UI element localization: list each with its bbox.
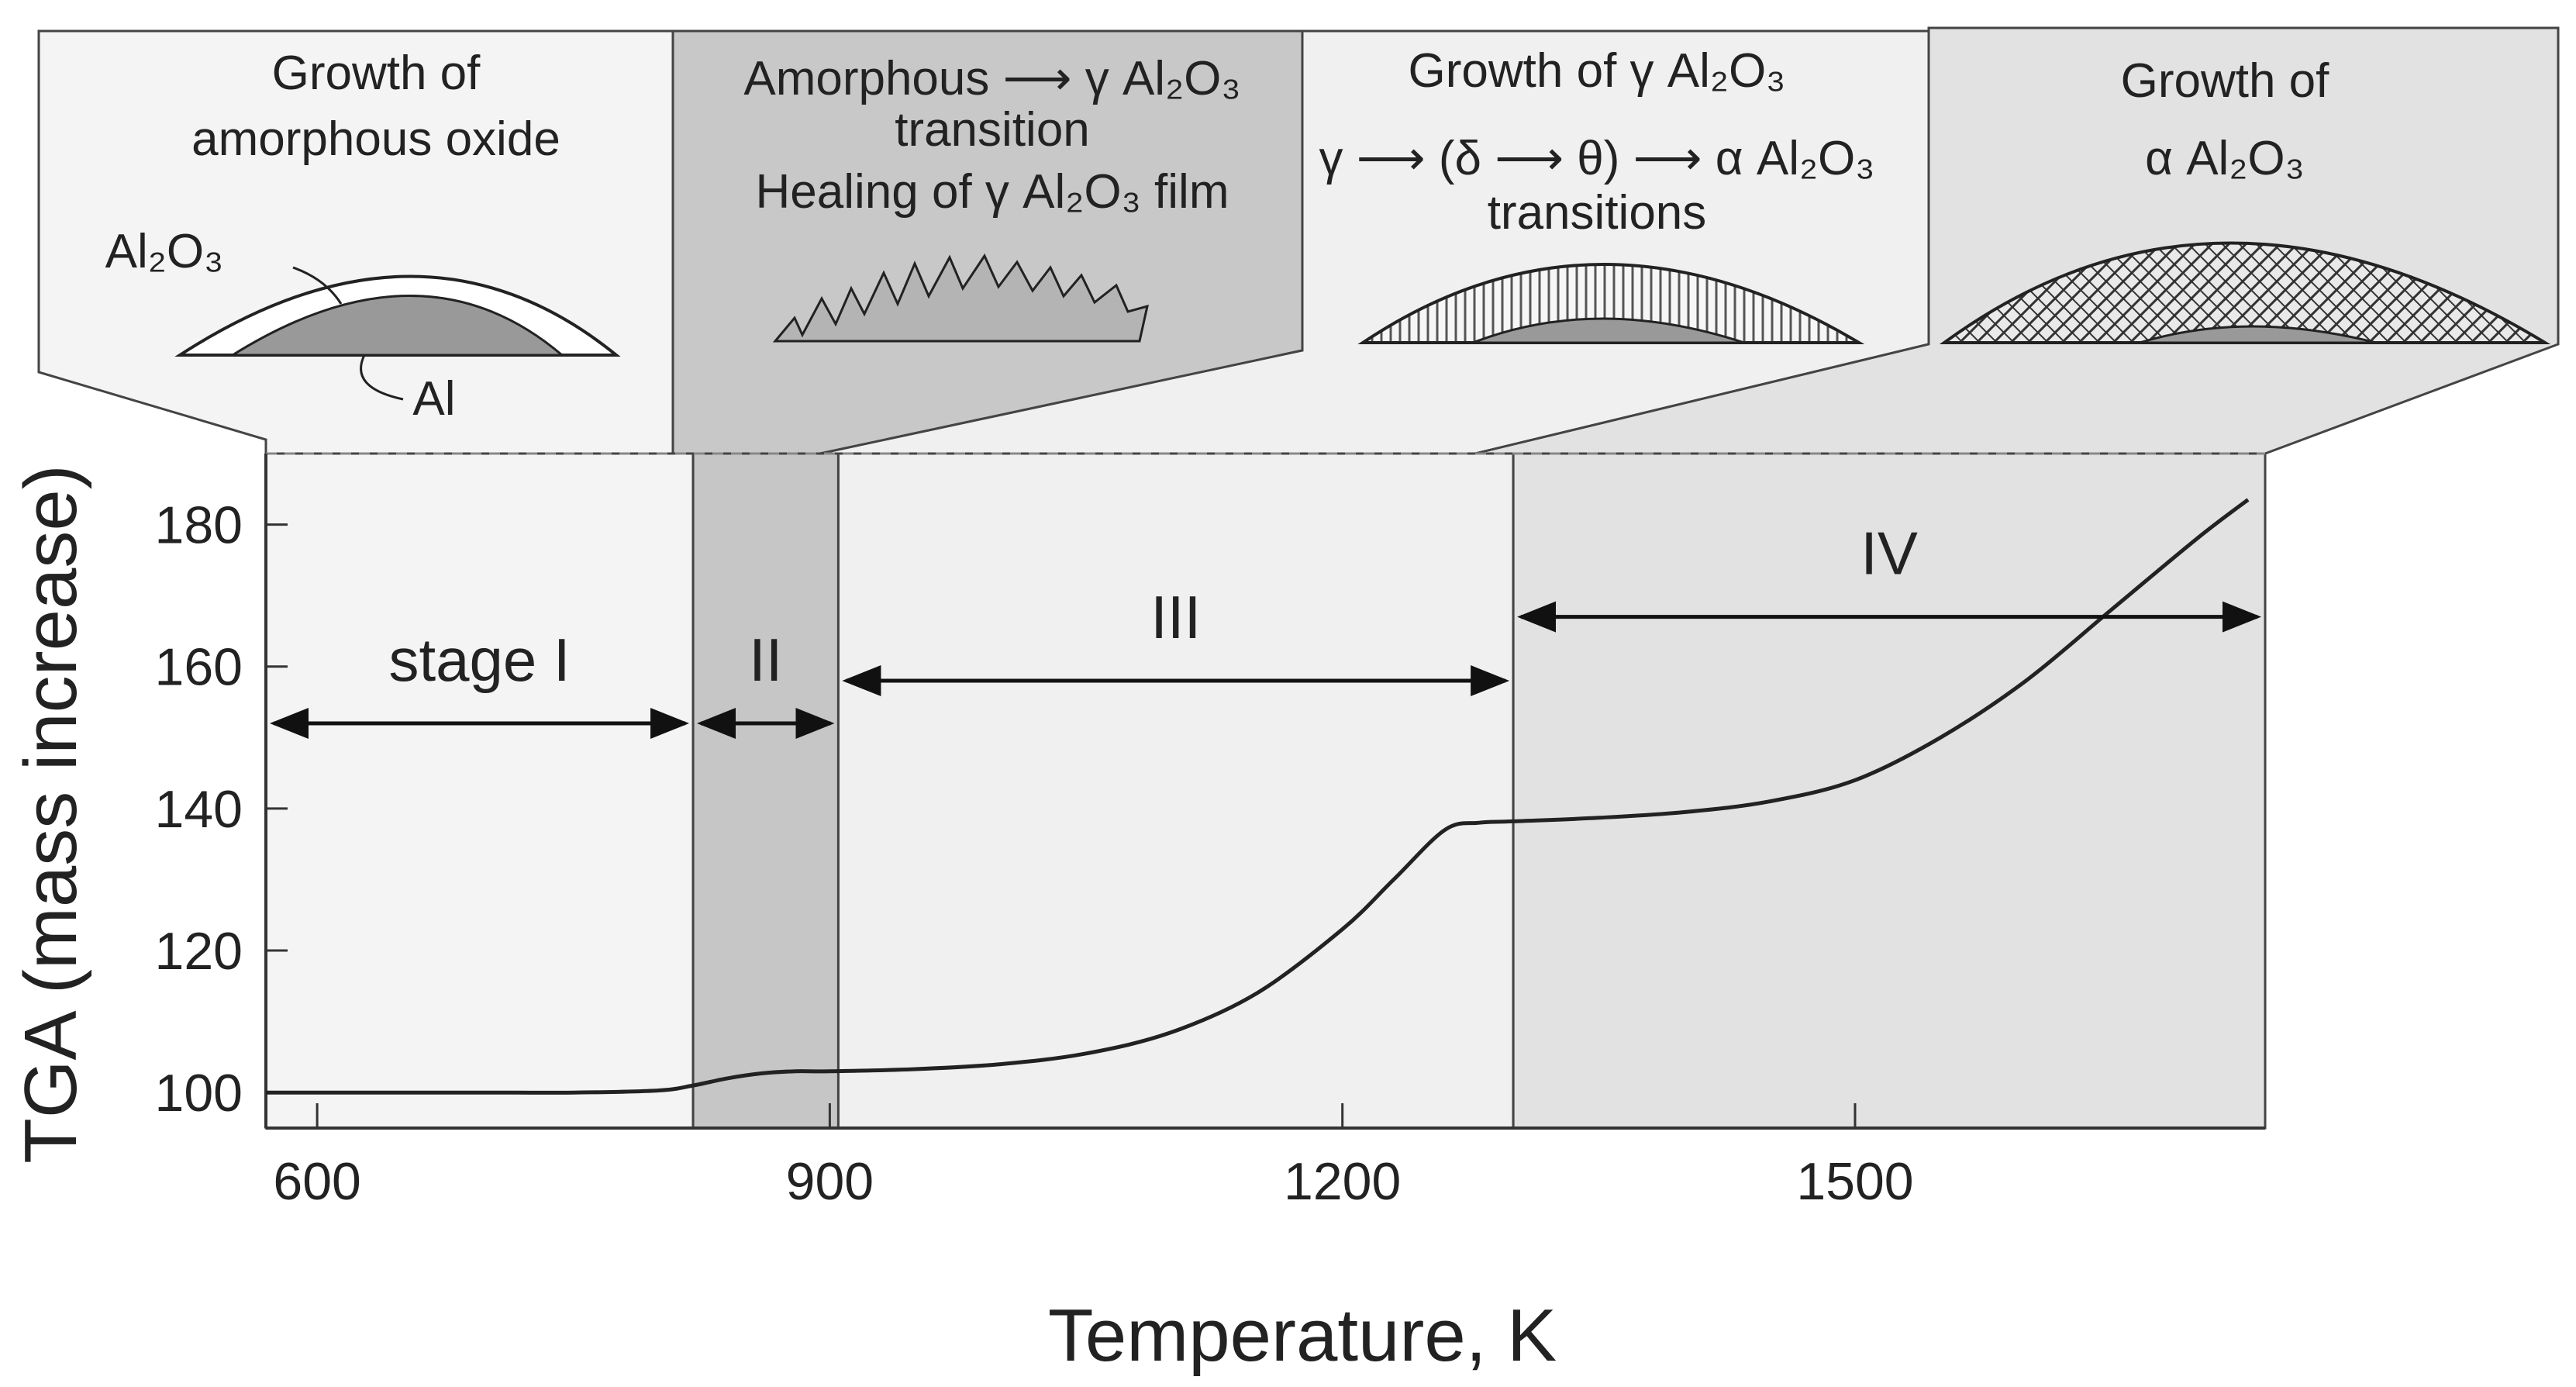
- stage-III-header-line-2: γ ⟶ (δ ⟶ θ) ⟶ α Al₂O₃: [1319, 132, 1874, 185]
- stage-II-header-line-1: Amorphous ⟶ γ Al₂O₃: [743, 52, 1240, 105]
- stage-label-4: IV: [1860, 519, 1918, 588]
- x-tick-label: 900: [786, 1152, 874, 1211]
- aluminum-core: [2139, 325, 2377, 344]
- stage-I-header-line-1: Growth of: [272, 47, 481, 100]
- oxide-pointer: [292, 266, 343, 305]
- y-tick-label: 160: [155, 638, 243, 697]
- stage-label-3: III: [1150, 583, 1201, 651]
- metal-pointer: [360, 354, 404, 401]
- stage-band-2: [691, 452, 840, 1130]
- tick-labels: 600 900 1200 1500 100 120 140 160 180: [155, 496, 1914, 1211]
- stage-II-illustration: [772, 253, 1150, 343]
- y-tick-label: 180: [155, 496, 243, 555]
- stage-IV-illustration: [1939, 241, 2551, 344]
- stage-II-header-line-2: transition: [895, 103, 1090, 157]
- stage-III-illustration: [1357, 263, 1865, 344]
- x-axis-label: Temperature, K: [1048, 1294, 1557, 1377]
- stage-band-3: [836, 452, 1515, 1130]
- oxide-label: Al₂O₃: [105, 225, 224, 278]
- y-axis-label: TGA (mass increase): [9, 464, 92, 1164]
- stage-I-illustration: [174, 266, 621, 401]
- x-tick-label: 1200: [1284, 1152, 1401, 1211]
- stage-label-1: stage I: [388, 626, 570, 694]
- metal-label: Al: [412, 372, 455, 426]
- aluminum-core: [1472, 317, 1745, 344]
- gamma-crystallites: [772, 253, 1150, 343]
- gamma-alumina-shell: [1357, 263, 1865, 344]
- stage-III-header-line-3: transitions: [1488, 186, 1707, 240]
- y-tick-label: 140: [155, 780, 243, 839]
- stage-III-header-line-1: Growth of γ Al₂O₃: [1409, 44, 1786, 98]
- stage-II-header-line-3: Healing of γ Al₂O₃ film: [756, 165, 1229, 219]
- tga-curve: [266, 498, 2250, 1095]
- stage-label-2: II: [749, 626, 782, 694]
- y-tick-label: 100: [155, 1064, 243, 1123]
- alpha-alumina-shell: [1939, 241, 2551, 344]
- x-tick-label: 600: [273, 1152, 360, 1211]
- axes: [264, 454, 2265, 1130]
- stage-bands: [264, 452, 2267, 1130]
- stage-IV-header-line-1: Growth of: [2121, 54, 2330, 108]
- stage-IV-header-line-2: α Al₂O₃: [2145, 132, 2305, 185]
- x-tick-label: 1500: [1796, 1152, 1913, 1211]
- aluminum-core: [228, 295, 566, 357]
- stage-band-1: [264, 452, 695, 1130]
- y-tick-label: 120: [155, 922, 243, 981]
- stage-I-header-line-2: amorphous oxide: [191, 112, 560, 166]
- stage-header-texts: Growth of amorphous oxide Al₂O₃ Al Amorp…: [105, 44, 2329, 426]
- stage-band-4: [1512, 452, 2267, 1130]
